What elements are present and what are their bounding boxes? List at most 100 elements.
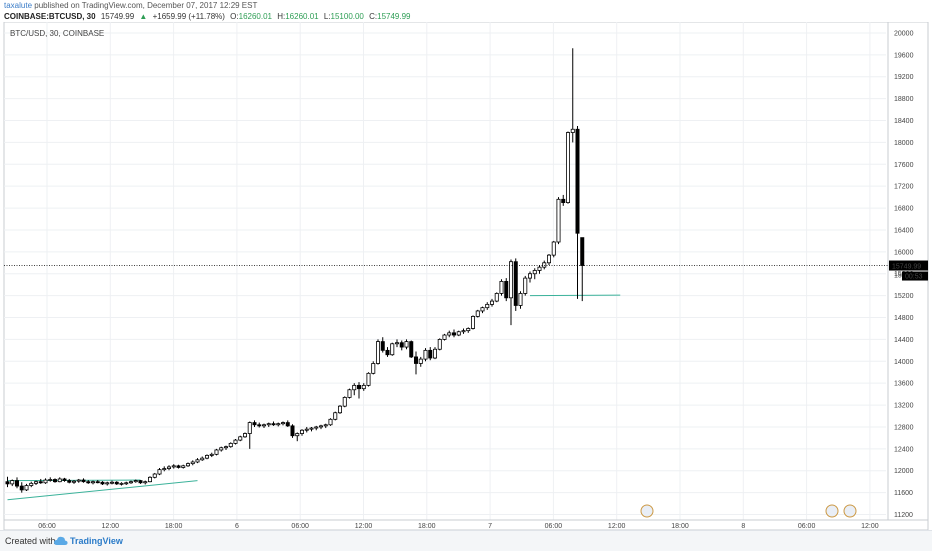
candle-body-up [204,455,209,459]
candle-body-up [337,405,342,414]
candle-body-up [190,461,195,465]
candle-body-up [499,280,504,294]
candle [266,422,271,427]
candle [404,339,409,350]
x-tick-label: 7 [488,523,492,530]
candle [214,448,219,456]
candle [418,356,423,367]
candle-body-down [114,481,119,485]
x-tick-label: 12:00 [102,523,120,530]
candle [447,330,452,338]
candle-body-down [38,481,43,484]
candle [128,480,133,484]
candle-body-up [276,423,281,426]
candle-body-up [442,334,447,340]
candle-body-up [76,479,81,482]
candle [456,330,461,337]
event-flag-icon[interactable] [825,504,839,518]
candle-body-down [86,481,91,484]
candle-body-down [513,261,518,306]
candle-body-down [5,481,10,485]
candle [290,424,295,438]
candle-body-up [423,349,428,360]
x-tick-label: 8 [741,523,745,530]
x-tick-label: 6 [235,523,239,530]
candle [337,405,342,414]
candle [209,452,214,458]
candle-body-up [119,482,124,485]
chart-header: taxalute published on TradingView.com, D… [4,0,928,22]
candle-body-up [247,422,252,434]
y-tick-label: 12800 [894,424,914,431]
candle-body-up [551,241,556,256]
publish-line: taxalute published on TradingView.com, D… [4,0,928,11]
event-flag-icon[interactable] [640,504,654,518]
candle-body-up [323,424,328,427]
candle-body-up [347,389,352,398]
candle-body-up [266,423,271,426]
close-value: 15749.99 [377,12,411,21]
candle [437,338,442,351]
candle [38,478,43,484]
candle [356,382,361,399]
candle-body-down [100,481,105,485]
candle-body-up [532,270,537,275]
partial-price-label: 15 [894,273,902,280]
candle-body-up [128,481,133,484]
candle-body-down [409,341,414,358]
candle [143,480,148,485]
event-flag-icon[interactable] [843,504,857,518]
candle [352,383,357,396]
candle-body-down [176,465,181,468]
candle-body-up [328,418,333,426]
candle-body-down [271,423,276,426]
candle [508,259,513,326]
candle [561,194,566,206]
candle [138,480,143,484]
candle-body-up [171,465,176,468]
candle [19,482,24,493]
candle [328,418,333,426]
countdown-label: 00:53 [905,274,923,281]
candle-body-up [518,293,523,306]
candle [518,291,523,309]
candle [551,240,556,258]
candle [247,421,252,449]
candlestick-chart[interactable]: 06:00 12:00 18:00 6 06:00 12:00 18:00 7 06:00 12:… [0,22,932,530]
event-flags[interactable] [640,504,857,518]
candle [105,481,110,486]
candle [100,481,105,485]
candle [547,254,552,265]
candle-body-up [238,436,243,441]
x-tick-label: 12:00 [355,523,373,530]
candle-body-up [91,481,96,484]
candle [366,372,371,387]
candle [276,422,281,427]
candle-body-up [110,481,115,484]
candle [204,454,209,460]
candle-body-up [219,447,224,451]
author-link[interactable]: taxalute [4,1,33,10]
candle [14,477,19,489]
candle-body-down [428,349,433,359]
candle-body-down [14,480,19,487]
candle [53,478,58,483]
candle [323,423,328,429]
candle-body-up [480,307,485,312]
candle-body-up [72,480,77,483]
candle [494,292,499,303]
candle [181,464,186,469]
candle-body-up [162,468,167,471]
candle-body-up [523,277,528,294]
candle [95,480,100,484]
trend-line [7,480,198,501]
candle-body-up [233,439,238,444]
candle [238,435,243,442]
candle [361,383,366,391]
tradingview-logo-text[interactable]: TradingView [70,536,123,546]
y-tick-label: 17200 [894,184,914,191]
candle [57,477,62,483]
candle [233,439,238,445]
y-tick-label: 19600 [894,52,914,59]
candle-body-up [418,358,423,364]
